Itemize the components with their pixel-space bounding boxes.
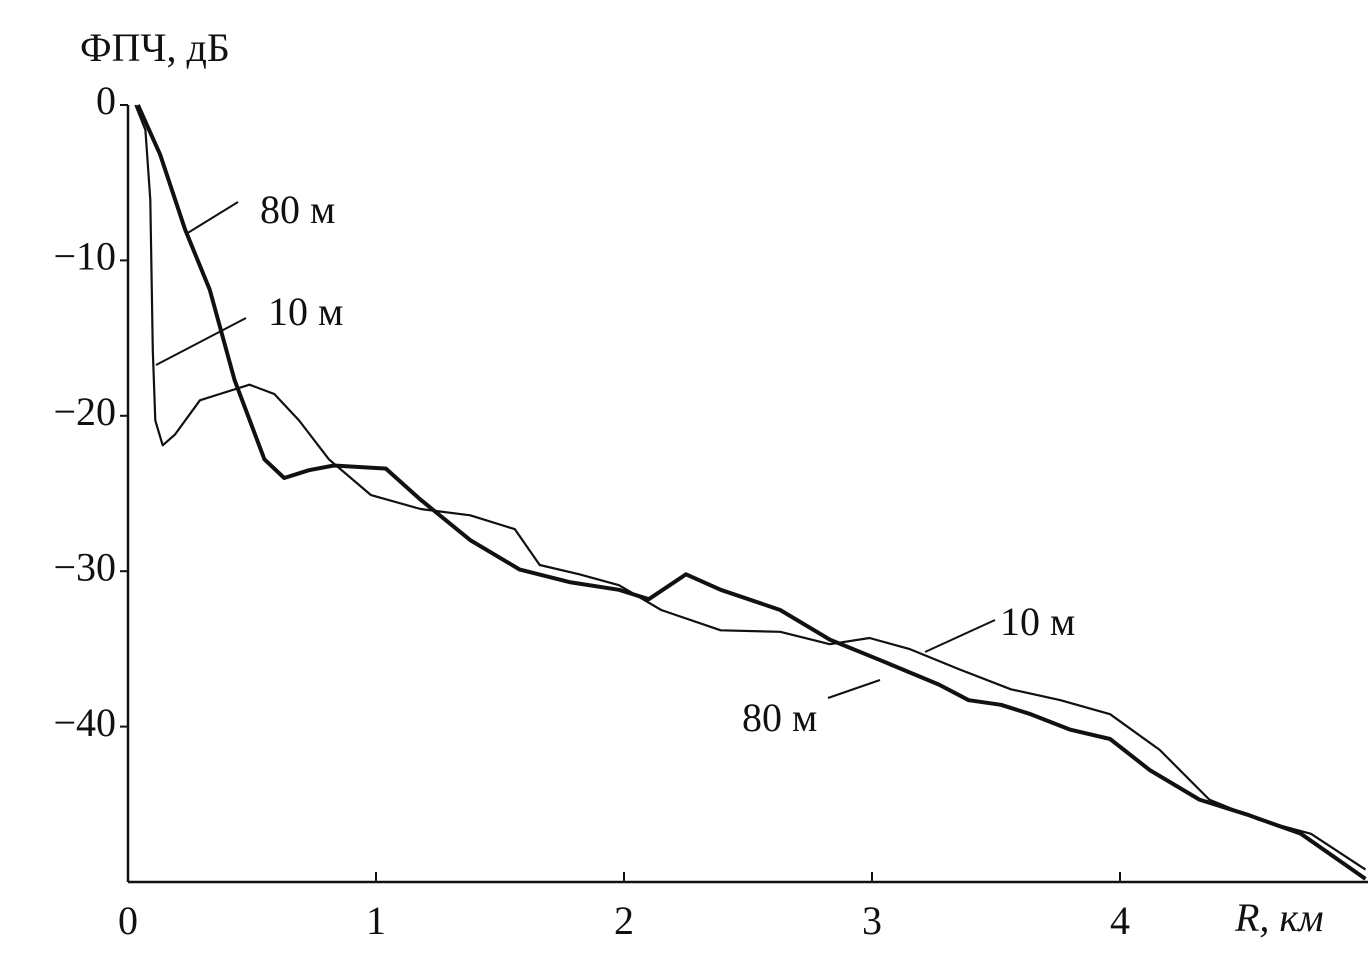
page: {"chart_data": { "type": "line", "y_labe… bbox=[0, 0, 1369, 948]
y-tick-label: −30 bbox=[53, 544, 116, 589]
series-label: 80 м bbox=[260, 187, 335, 232]
x-tick-label: 0 bbox=[118, 898, 138, 943]
x-tick-label: 4 bbox=[1110, 898, 1130, 943]
y-tick-label: 0 bbox=[96, 78, 116, 123]
series-label: 10 м bbox=[1000, 599, 1075, 644]
x-tick-label: 2 bbox=[614, 898, 634, 943]
x-axis-label: R, км bbox=[1234, 895, 1324, 940]
label-leader bbox=[925, 620, 995, 652]
x-tick-label: 1 bbox=[366, 898, 386, 943]
y-tick-label: −20 bbox=[53, 389, 116, 434]
chart: ФПЧ, дБ R, км 0 −10 −20 −30 −40 0 1 2 3 4 80 м 10 м… bbox=[0, 0, 1369, 948]
label-leader bbox=[156, 318, 246, 365]
y-tick-label: −10 bbox=[53, 234, 116, 279]
label-leader bbox=[186, 202, 238, 234]
series-label: 10 м bbox=[268, 289, 343, 334]
label-leader bbox=[828, 680, 880, 698]
series-label: 80 м bbox=[742, 695, 817, 740]
y-axis-label: ФПЧ, дБ bbox=[80, 25, 230, 70]
y-tick-label: −40 bbox=[53, 700, 116, 745]
x-tick-label: 3 bbox=[862, 898, 882, 943]
